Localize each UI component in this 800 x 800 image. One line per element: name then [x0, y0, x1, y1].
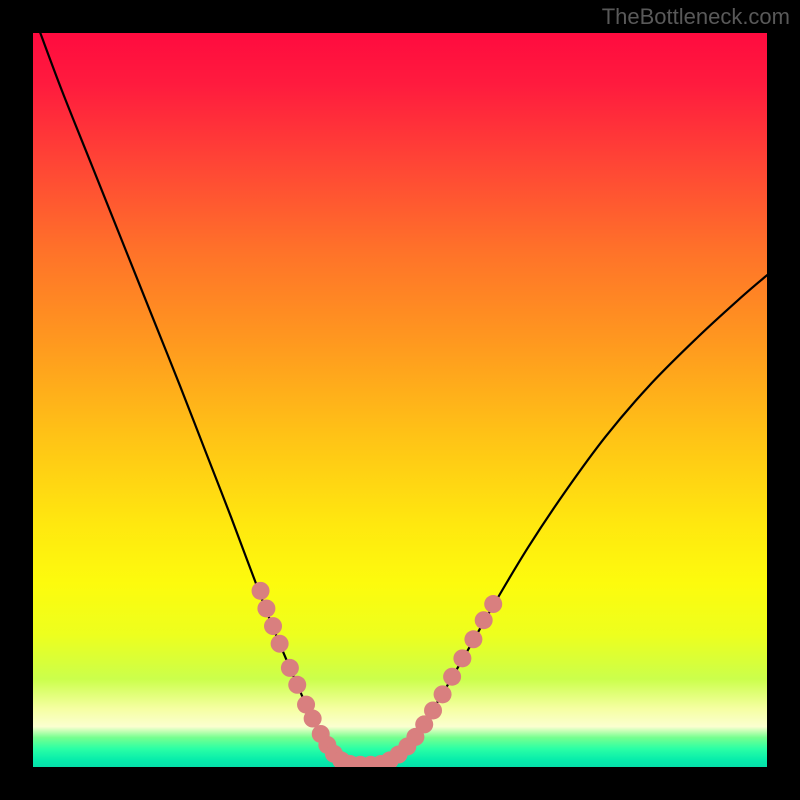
plot-area	[33, 33, 767, 767]
marker-dot	[453, 649, 471, 667]
marker-dot	[475, 611, 493, 629]
marker-dot	[264, 617, 282, 635]
marker-dot	[281, 659, 299, 677]
marker-dot	[271, 635, 289, 653]
marker-dot	[434, 685, 452, 703]
bottleneck-curve	[33, 33, 767, 767]
marker-dot	[304, 710, 322, 728]
watermark-text: TheBottleneck.com	[602, 4, 790, 30]
marker-dot	[257, 599, 275, 617]
marker-dot	[252, 582, 270, 600]
marker-dot	[484, 595, 502, 613]
marker-dot	[424, 701, 442, 719]
curve-left-branch	[40, 33, 348, 764]
marker-dot	[443, 668, 461, 686]
marker-dot	[288, 676, 306, 694]
marker-dot	[464, 630, 482, 648]
chart-stage: TheBottleneck.com	[0, 0, 800, 800]
dot-marker-overlay	[252, 582, 503, 767]
